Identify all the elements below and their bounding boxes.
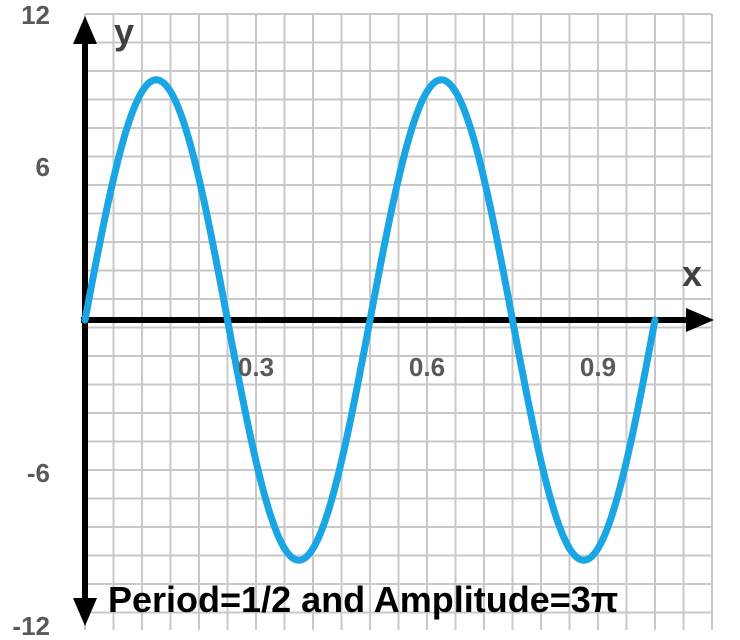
x-tick-label: 0.9 xyxy=(580,352,616,382)
y-tick-label: 12 xyxy=(21,0,50,30)
plot-area xyxy=(81,76,659,564)
sine-curve xyxy=(81,76,659,564)
x-axis-arrow xyxy=(686,308,714,332)
y-tick-label: -12 xyxy=(12,611,50,640)
x-tick-label: 0.6 xyxy=(409,352,445,382)
y-axis-arrow-down xyxy=(73,598,97,626)
labels: 0.3 0.6 0.9 12 6 -6 -12 x y xyxy=(12,0,702,640)
x-tick-label: 0.3 xyxy=(238,352,274,382)
axes xyxy=(73,16,714,626)
y-axis-label: y xyxy=(114,11,134,52)
y-axis-arrow-up xyxy=(73,16,97,44)
x-axis-label: x xyxy=(682,253,702,294)
chart-annotation: Period=1/2 and Amplitude=3π xyxy=(108,579,618,620)
y-tick-label: -6 xyxy=(27,458,50,488)
y-tick-label: 6 xyxy=(36,152,50,182)
